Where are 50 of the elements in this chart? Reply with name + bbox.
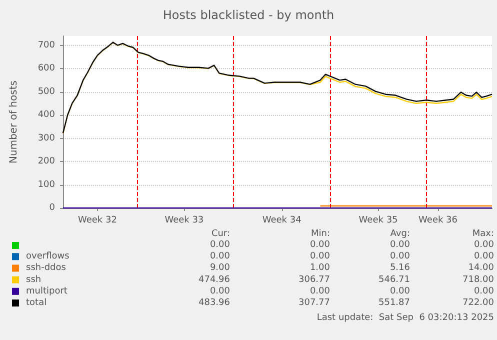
text: 722.00 (462, 298, 494, 308)
text: 14.00 (468, 263, 494, 274)
y-tick-label: 0 (49, 203, 56, 213)
text: 0.00 (210, 286, 230, 296)
text: Max: (472, 229, 494, 239)
y-tick-label: 600 (38, 64, 56, 74)
x-tick-label: Week 32 (78, 216, 117, 226)
text: Cur: (211, 229, 230, 239)
text: 0.00 (474, 286, 494, 296)
legend-label: overflows (26, 252, 70, 262)
y-tick-label: 100 (38, 180, 56, 190)
y-tick-label: 500 (38, 86, 56, 97)
x-tick-label: Week 35 (358, 216, 398, 226)
legend-label: total (26, 298, 47, 308)
text: 546.71 (378, 274, 410, 285)
text: 0.00 (310, 240, 330, 250)
text: 5.16 (390, 263, 410, 274)
text: 551.87 (378, 298, 410, 308)
legend-label: ssh (26, 274, 42, 285)
chart-title: Hosts blacklisted - by month (162, 8, 334, 22)
y-tick-label: 700 (38, 40, 56, 50)
x-tick-label: Week 34 (262, 216, 302, 226)
text: Last update: Sat Sep 6 03:20:13 2025 (316, 313, 494, 323)
text: 307.77 (298, 298, 330, 308)
text: 0.00 (310, 252, 330, 262)
text: Avg: (390, 229, 410, 239)
text: 9.00 (210, 263, 230, 274)
legend-label: ssh-ddos (26, 263, 66, 274)
text: Min: (310, 229, 330, 239)
text: 1.00 (310, 263, 330, 274)
x-tick-label: Week 36 (418, 216, 458, 226)
text: 0.00 (390, 252, 410, 262)
y-tick-label: 200 (38, 156, 56, 167)
text: 718.00 (462, 274, 494, 285)
text: 0.00 (390, 240, 410, 250)
text: 306.77 (298, 274, 330, 285)
text: 474.96 (198, 274, 230, 285)
line-series (62, 42, 493, 134)
text: 0.00 (310, 286, 330, 296)
y-tick-label: 300 (38, 133, 56, 144)
text: 0.00 (390, 286, 410, 296)
y-tick-label: 400 (38, 110, 56, 120)
text: 0.00 (210, 240, 230, 250)
text: 0.00 (474, 240, 494, 250)
y-axis-title: Number of hosts (8, 80, 20, 164)
x-tick-label: Week 33 (164, 216, 204, 226)
text: 483.96 (198, 298, 230, 308)
legend-label: multiport (26, 286, 68, 296)
text: 0.00 (474, 252, 494, 262)
text: 0.00 (210, 252, 230, 262)
